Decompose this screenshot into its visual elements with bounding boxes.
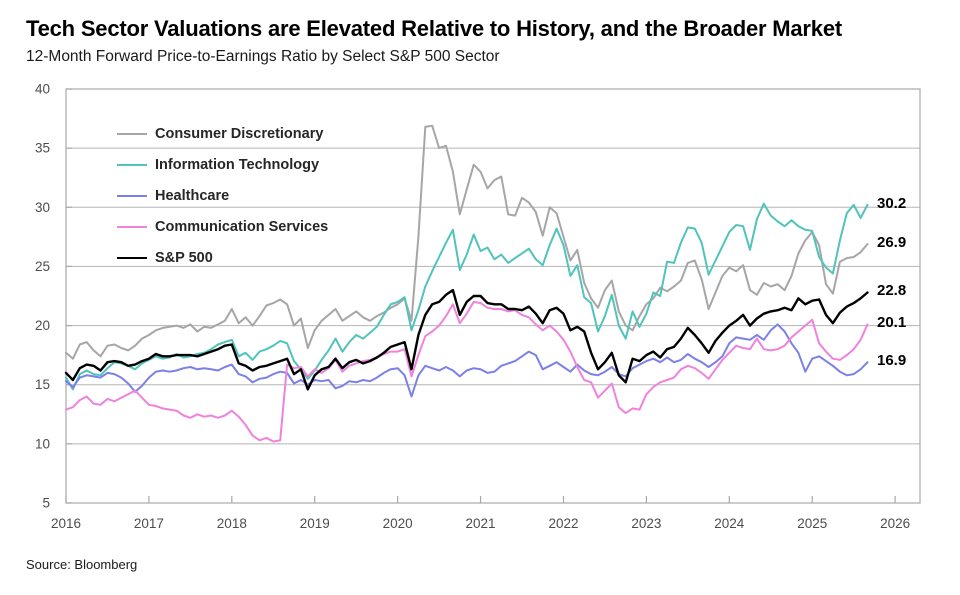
series-line-information-technology <box>65 202 869 391</box>
source-attribution: Source: Bloomberg <box>26 557 138 572</box>
plot-frame <box>65 88 921 504</box>
end-value-label-s-p-500: 22.8 <box>877 282 907 300</box>
end-value-label-healthcare: 16.9 <box>877 352 907 370</box>
legend-label-consumer-discretionary: Consumer Discretionary <box>155 125 324 142</box>
chart-subtitle: 12-Month Forward Price-to-Earnings Ratio… <box>26 48 500 65</box>
x-tick-label-2021: 2021 <box>466 516 496 531</box>
legend-item-communication-services: Communication Services <box>117 211 328 242</box>
x-tick-label-2023: 2023 <box>631 516 661 531</box>
x-tick-label-2024: 2024 <box>714 516 745 531</box>
legend-item-s-p-500: S&P 500 <box>117 242 328 273</box>
legend-item-information-technology: Information Technology <box>117 149 328 180</box>
y-tick-label-35: 35 <box>35 141 50 156</box>
x-tick-label-2018: 2018 <box>217 516 247 531</box>
x-tick-label-2020: 2020 <box>383 516 413 531</box>
series-line-healthcare <box>65 323 869 398</box>
legend-label-healthcare: Healthcare <box>155 187 230 204</box>
x-tick-label-2019: 2019 <box>300 516 330 531</box>
series-line-communication-services <box>65 300 869 443</box>
x-tick-label-2025: 2025 <box>797 516 827 531</box>
legend-item-healthcare: Healthcare <box>117 180 328 211</box>
y-tick-label-30: 30 <box>35 200 50 215</box>
legend-label-s-p-500: S&P 500 <box>155 249 213 266</box>
legend-swatch-s-p-500 <box>117 256 147 259</box>
legend-label-information-technology: Information Technology <box>155 156 320 173</box>
x-tick-label-2026: 2026 <box>880 516 910 531</box>
series-line-consumer-discretionary <box>65 124 869 360</box>
legend-label-communication-services: Communication Services <box>155 218 329 235</box>
legend-swatch-information-technology <box>117 163 147 166</box>
y-tick-label-5: 5 <box>42 496 50 511</box>
y-tick-label-25: 25 <box>35 259 50 274</box>
end-value-label-information-technology: 30.2 <box>877 194 907 212</box>
x-tick-label-2017: 2017 <box>134 516 164 531</box>
y-tick-label-15: 15 <box>35 377 50 392</box>
series-line-s-p-500 <box>64 288 869 391</box>
legend-swatch-communication-services <box>117 225 147 228</box>
legend-swatch-healthcare <box>117 194 147 197</box>
end-value-label-communication-services: 20.1 <box>877 314 907 332</box>
y-tick-label-20: 20 <box>35 318 50 333</box>
chart-title: Tech Sector Valuations are Elevated Rela… <box>26 16 842 41</box>
y-tick-label-40: 40 <box>35 82 50 97</box>
end-value-label-consumer-discretionary: 26.9 <box>877 233 907 251</box>
x-tick-label-2022: 2022 <box>548 516 578 531</box>
y-tick-label-10: 10 <box>35 436 50 451</box>
chart-legend: Consumer Discretionary Information Techno… <box>117 118 328 273</box>
legend-swatch-consumer-discretionary <box>117 132 147 135</box>
legend-item-consumer-discretionary: Consumer Discretionary <box>117 118 328 149</box>
x-tick-label-2016: 2016 <box>51 516 81 531</box>
